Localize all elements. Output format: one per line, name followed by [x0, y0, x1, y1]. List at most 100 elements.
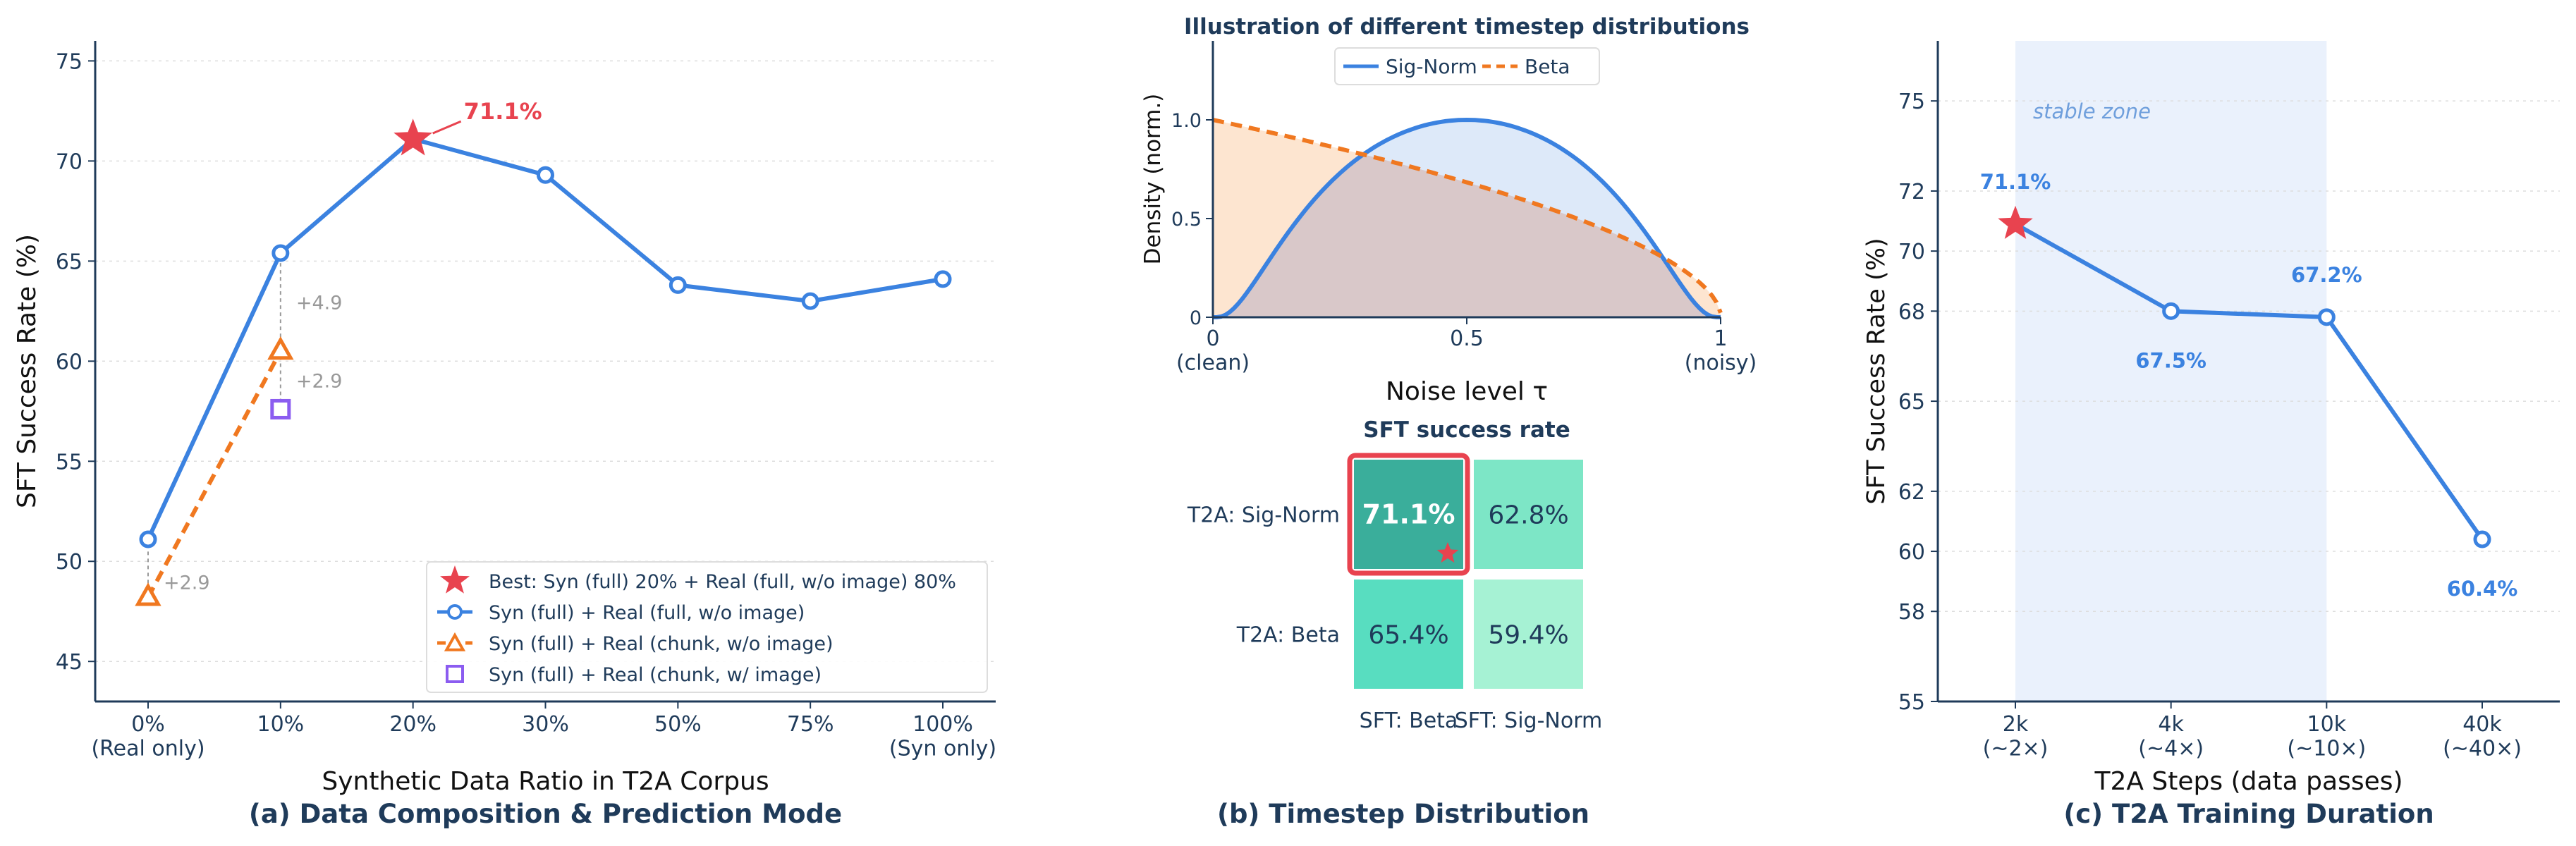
x-axis-label: Synthetic Data Ratio in T2A Corpus: [322, 767, 769, 796]
sig-norm-curve: [1212, 117, 1721, 319]
x-tick-label: 2k (~2×): [1983, 712, 2049, 761]
data-label: 60.4%: [2447, 577, 2518, 601]
x-axis-label: Noise level τ: [1386, 377, 1548, 406]
panel-a-data-composition: 45 50 55 60 65 70 75 0% (Real only) 10% 20% 30% 50% 7…: [13, 41, 996, 829]
y-tick-label: 58: [1898, 600, 1925, 625]
x-tick-label: 100% (Syn only): [889, 712, 996, 761]
y-tick-label: 75: [56, 49, 83, 74]
x-tick-label: 10k (~10×): [2287, 712, 2366, 761]
y-tick-label: 55: [1898, 690, 1925, 715]
legend-entry: Sig-Norm: [1386, 55, 1477, 78]
heatmap-highlight: [1347, 453, 1470, 576]
heatmap-value: 71.1%: [1362, 499, 1455, 530]
heatmap-col-label: SFT: Beta: [1360, 709, 1458, 733]
panel-title: Illustration of different timestep distr…: [1184, 14, 1750, 39]
x-tick-label: 10%: [257, 712, 304, 737]
panel-caption: (b) Timestep Distribution: [1217, 799, 1589, 829]
panel-b-timestep-distribution: Illustration of different timestep distr…: [1140, 14, 1757, 829]
best-label: 71.1%: [464, 98, 542, 125]
y-tick-label: 0: [1190, 307, 1202, 329]
y-tick-label: 50: [56, 550, 83, 575]
x-tick-label: 0 (clean): [1176, 326, 1250, 376]
delta-label: +4.9: [296, 293, 343, 314]
y-tick-label: 75: [1898, 90, 1925, 114]
data-point: [139, 530, 157, 548]
y-tick-label: 62: [1898, 480, 1925, 505]
x-tick-label: 0% (Real only): [91, 712, 205, 761]
heatmap-row-label: T2A: Sig-Norm: [1187, 503, 1340, 528]
heatmap-row-label: T2A: Beta: [1236, 623, 1340, 648]
data-label: 67.5%: [2135, 348, 2206, 372]
series-line-1: [146, 350, 283, 599]
delta-label: +2.9: [164, 572, 210, 594]
y-tick-label: 68: [1898, 300, 1925, 324]
data-label: 71.1%: [1980, 170, 2051, 194]
data-point: [267, 336, 294, 360]
best-star-icon: [1436, 542, 1459, 563]
x-tick-label: 0.5: [1450, 326, 1484, 351]
y-tick-label: 70: [1898, 240, 1925, 264]
legend-entry: Syn (full) + Real (chunk, w/o image): [489, 633, 834, 655]
best-star-icon: [1998, 205, 2033, 239]
data-point: [135, 582, 161, 606]
y-axis-label: SFT Success Rate (%): [1862, 238, 1891, 504]
data-point: [801, 292, 819, 310]
y-tick-label: 60: [56, 350, 83, 374]
best-star-icon: [393, 118, 433, 156]
heatmap-value: 62.8%: [1488, 501, 1568, 530]
heatmap-cell: [1474, 460, 1583, 569]
y-tick-label: 45: [56, 650, 83, 675]
x-tick-label: 4k (~4×): [2138, 712, 2204, 761]
legend-box: [426, 561, 988, 693]
y-tick-label: 65: [1898, 390, 1925, 415]
stable-zone-label: stable zone: [2033, 99, 2151, 123]
data-point: [2317, 308, 2336, 326]
legend-entry: Best: Syn (full) 20% + Real (full, w/o i…: [489, 571, 956, 593]
data-point: [669, 276, 687, 294]
heatmap-value: 59.4%: [1488, 621, 1568, 650]
legend-marker: [446, 665, 464, 683]
y-axis-label: SFT Success Rate (%): [13, 234, 42, 508]
x-axis-label: T2A Steps (data passes): [2094, 767, 2403, 796]
legend-marker: [444, 632, 466, 651]
y-tick-label: 70: [56, 149, 83, 174]
data-point: [2473, 530, 2491, 548]
x-tick-label: 1 (noisy): [1685, 326, 1757, 376]
legend-star-icon: [440, 565, 470, 594]
data-point: [2162, 302, 2180, 320]
y-axis-label: Density (norm.): [1140, 94, 1166, 265]
heatmap-cell: [1354, 580, 1463, 689]
x-tick-label: 20%: [389, 712, 437, 737]
legend-marker: [447, 604, 463, 620]
legend-box: [1334, 47, 1600, 85]
heatmap-col-label: SFT: Sig-Norm: [1455, 709, 1603, 733]
x-tick-label: 50%: [654, 712, 702, 737]
y-tick-label: 55: [56, 450, 83, 474]
y-tick-label: 1.0: [1171, 110, 1202, 132]
y-tick-label: 65: [56, 250, 83, 274]
beta-curve: [1212, 118, 1723, 314]
panel-caption: (c) T2A Training Duration: [2063, 799, 2434, 829]
data-label: 67.2%: [2291, 263, 2362, 287]
panel-caption: (a) Data Composition & Prediction Mode: [249, 799, 842, 829]
legend-entry: Syn (full) + Real (chunk, w/ image): [489, 664, 822, 686]
data-point: [934, 270, 952, 288]
heatmap-value: 65.4%: [1368, 621, 1448, 650]
stable-zone: [2015, 41, 2327, 701]
panel-c-training-duration: stable zone 55 58 60 62 65 68 70 72 75 2k (~2×) 4k (~…: [1862, 41, 2560, 829]
series-line: [2014, 222, 2484, 541]
y-tick-label: 60: [1898, 540, 1925, 565]
x-tick-label: 30%: [522, 712, 569, 737]
legend-entry: Beta: [1525, 55, 1570, 78]
y-tick-label: 72: [1898, 180, 1925, 204]
best-callout-line: [432, 120, 462, 135]
x-tick-label: 75%: [787, 712, 834, 737]
heatmap-cell: [1474, 580, 1583, 689]
data-point: [537, 166, 554, 184]
delta-label: +2.9: [296, 370, 343, 392]
y-tick-label: 0.5: [1171, 209, 1202, 231]
series-line-0: [146, 137, 944, 541]
data-point: [270, 398, 291, 419]
data-point: [271, 244, 290, 262]
